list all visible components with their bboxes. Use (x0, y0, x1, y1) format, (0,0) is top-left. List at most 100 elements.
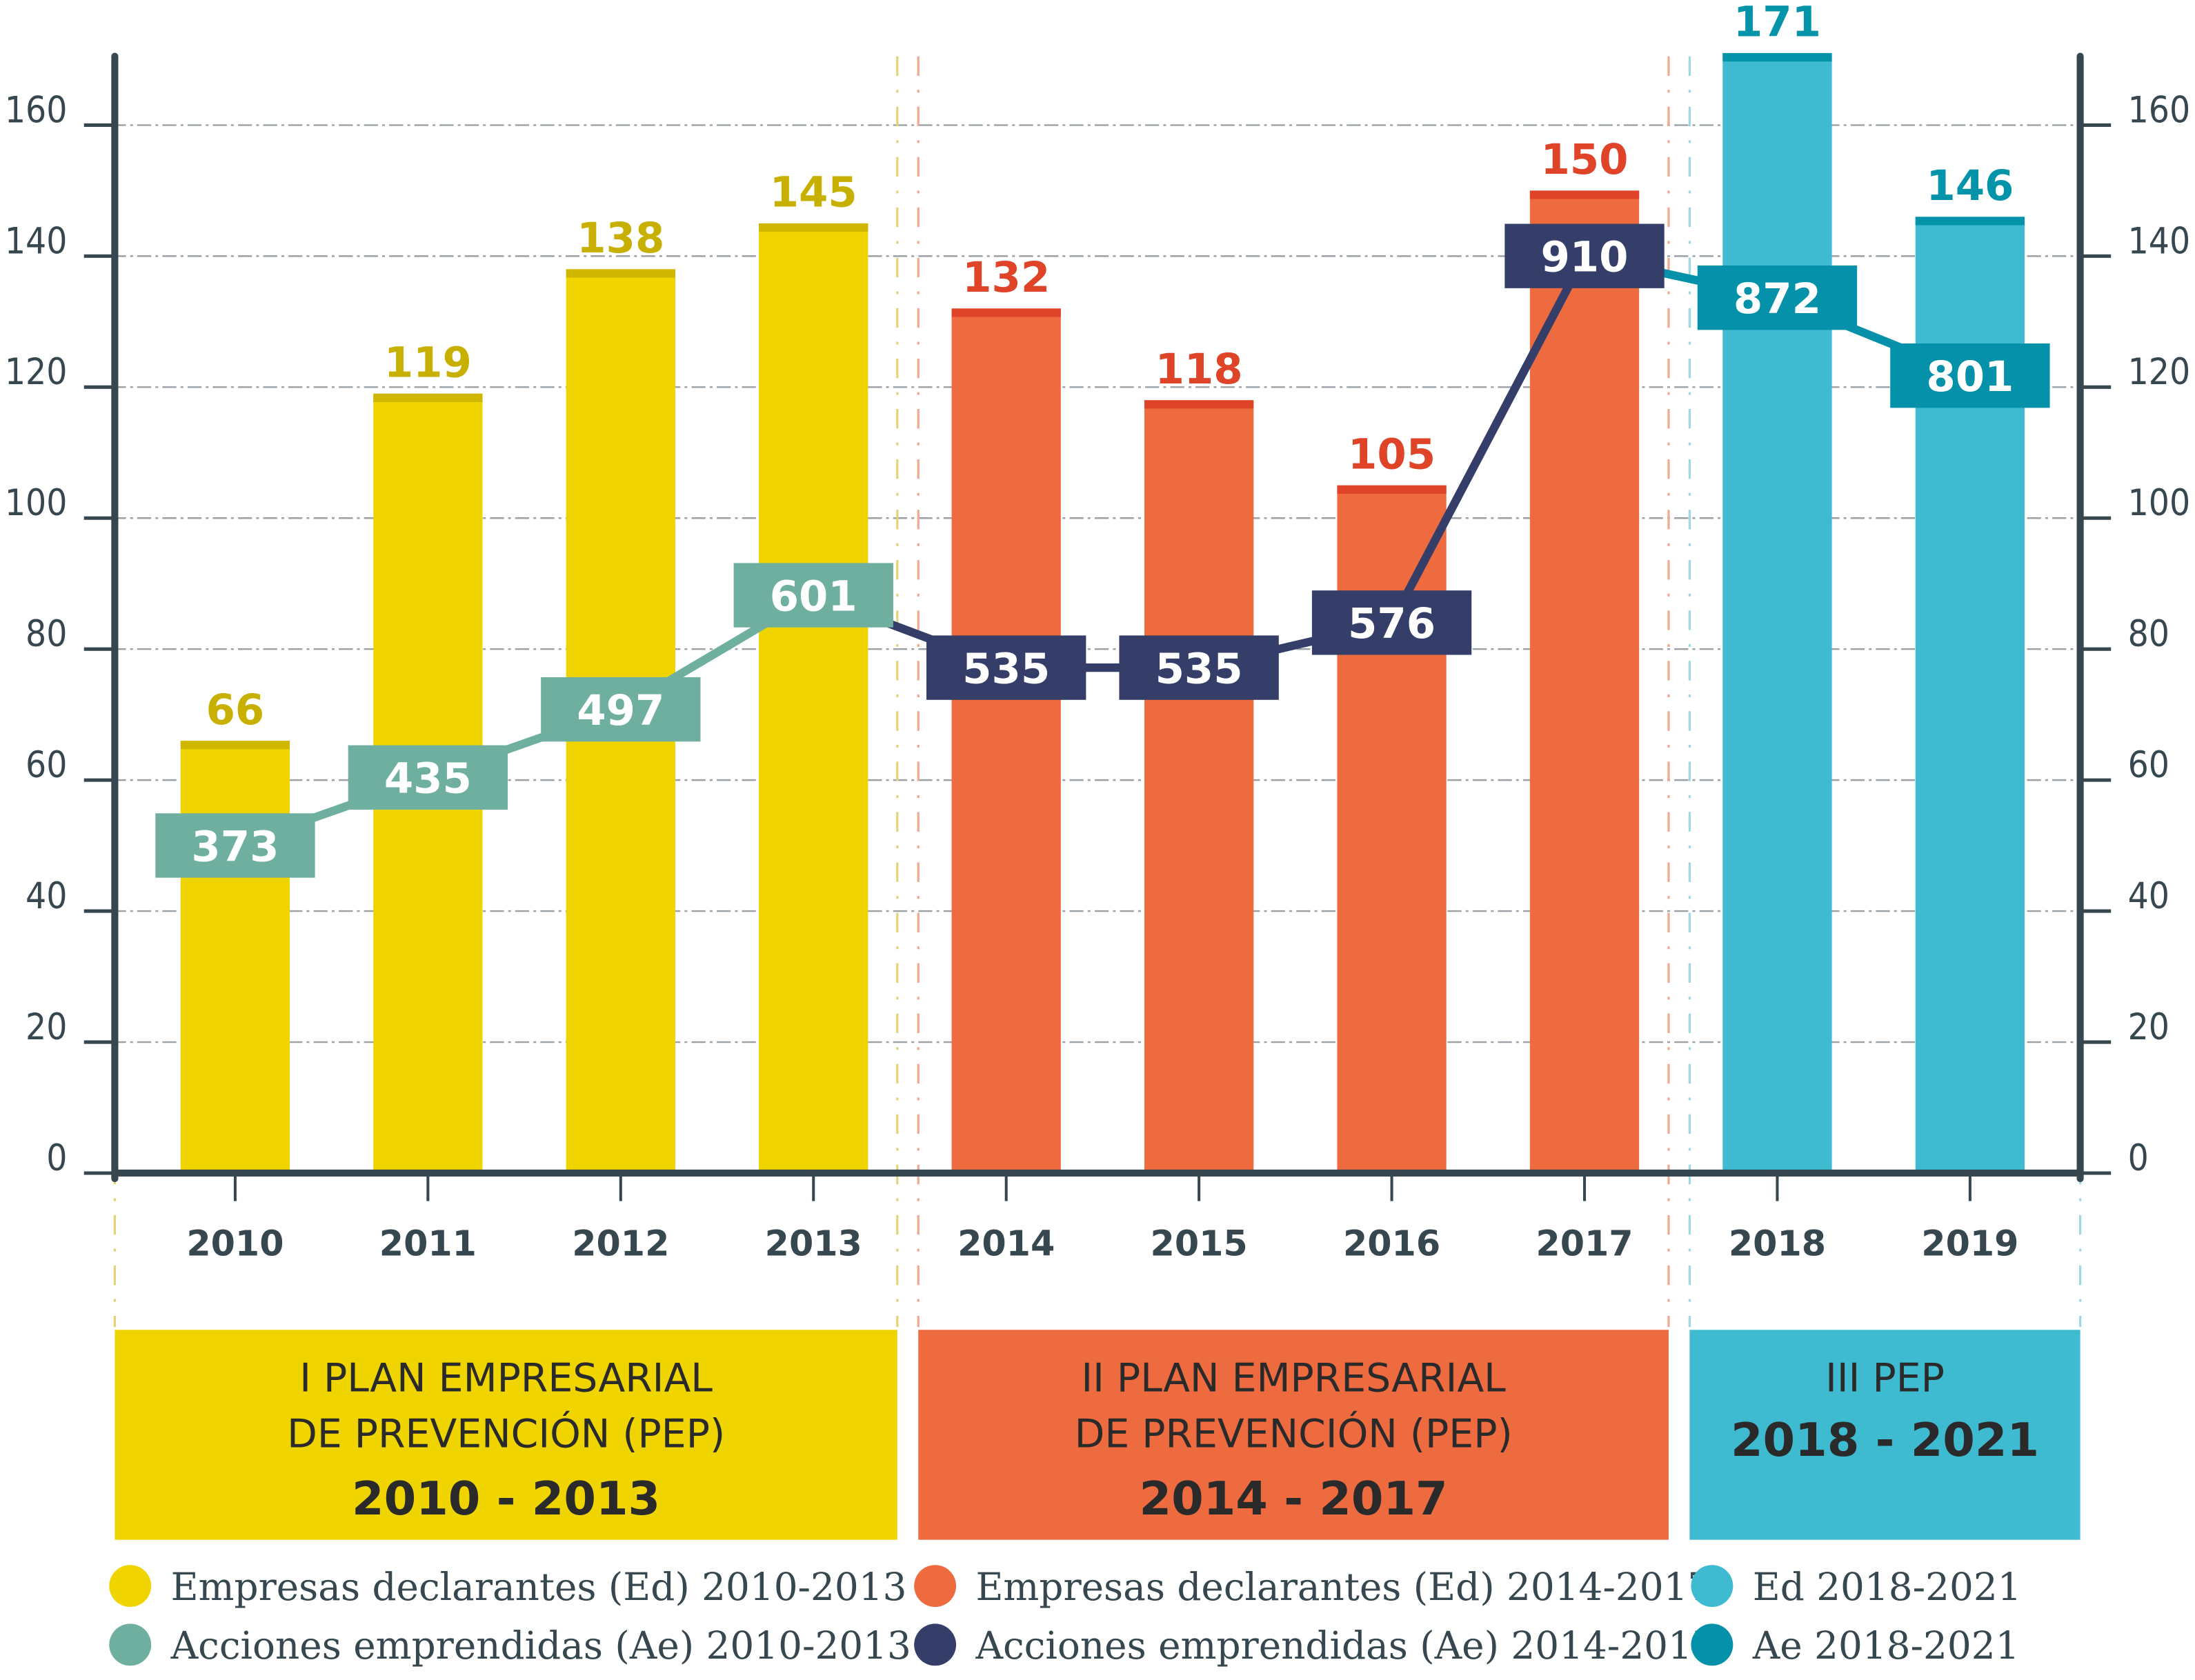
bar-2017 (1529, 190, 1640, 1173)
legend-swatch (109, 1565, 152, 1608)
bar-value-label: 171 (1734, 0, 1821, 47)
period-years: 2018 - 2021 (1731, 1413, 2039, 1467)
period-title: DE PREVENCIÓN (PEP) (287, 1410, 725, 1457)
x-tick-label: 2019 (1921, 1223, 2018, 1264)
y-tick-label-right: 100 (2128, 482, 2191, 524)
bar-2018 (1722, 52, 1832, 1173)
bar-cap-2017 (1529, 190, 1640, 199)
bar-value-label: 105 (1348, 430, 1436, 479)
line-point-box (541, 677, 701, 742)
bar-value-label: 66 (206, 686, 265, 734)
line-point-label: 801 (1926, 352, 2014, 401)
legend-swatch (1691, 1565, 1734, 1608)
bar-cap-2019 (1915, 217, 2025, 226)
y-tick-label-right: 60 (2128, 744, 2169, 786)
legend-label: Ae 2018-2021 (1752, 1623, 2020, 1668)
x-tick-label: 2013 (765, 1223, 862, 1264)
y-tick-label-left: 0 (46, 1137, 67, 1179)
line-point-box (1504, 223, 1665, 288)
bar-cap-2011 (373, 393, 483, 402)
bar-cap-2010 (180, 741, 290, 750)
line-point-label: 601 (770, 572, 857, 621)
period-title: DE PREVENCIÓN (PEP) (1075, 1410, 1513, 1457)
period-title: I PLAN EMPRESARIAL (299, 1356, 713, 1401)
y-tick-label-right: 140 (2128, 220, 2191, 262)
bar-cap-2016 (1337, 485, 1447, 494)
legend-label: Acciones emprendidas (Ae) 2010-2013 (170, 1623, 911, 1668)
x-tick-label: 2017 (1536, 1223, 1633, 1264)
y-tick-label-left: 80 (26, 613, 67, 655)
bar-cap-2012 (566, 269, 675, 278)
line-point-box (1890, 343, 2050, 408)
period-box (115, 1330, 897, 1540)
line-point-box (1697, 266, 1858, 330)
y-tick-label-left: 20 (26, 1006, 67, 1048)
line-point-box (1119, 635, 1279, 700)
line-point-label: 373 (191, 822, 279, 871)
y-tick-label-right: 20 (2128, 1006, 2169, 1048)
y-tick-label-left: 40 (26, 875, 67, 917)
y-tick-label-right: 40 (2128, 875, 2169, 917)
period-box (918, 1330, 1669, 1540)
x-tick-label: 2010 (186, 1223, 284, 1264)
lines: 373 435 497 601 535 535 576 910 872 801 (155, 223, 2050, 878)
period-years: 2010 - 2013 (352, 1472, 660, 1526)
line-point-box (926, 635, 1086, 700)
line-point-label: 910 (1540, 233, 1628, 282)
x-tick-label: 2011 (379, 1223, 477, 1264)
legend-swatch (914, 1623, 957, 1666)
y-tick-label-left: 140 (5, 220, 68, 262)
bar-cap-2014 (951, 308, 1061, 317)
y-tick-label-right: 80 (2128, 613, 2169, 655)
bar-2015 (1144, 400, 1254, 1173)
line-point-box (155, 813, 315, 878)
bar-value-label: 132 (962, 253, 1050, 302)
y-tick-label-right: 120 (2128, 351, 2191, 393)
bar-2010 (180, 741, 290, 1173)
bar-value-label: 145 (770, 168, 857, 217)
line-point-label: 872 (1734, 274, 1821, 323)
bar-2013 (759, 223, 868, 1173)
y-tick-label-left: 120 (5, 351, 68, 393)
bar-value-label: 138 (577, 214, 664, 263)
y-tick-label-left: 160 (5, 89, 68, 131)
bar-cap-2013 (759, 223, 868, 232)
line-point-box (733, 563, 893, 628)
bar-value-label: 150 (1540, 135, 1628, 184)
line-point-box (348, 745, 508, 810)
legend-label: Acciones emprendidas (Ae) 2014-2017 (975, 1623, 1716, 1668)
x-tick-label: 2018 (1729, 1223, 1826, 1264)
line-point-label: 435 (384, 754, 472, 803)
legend-swatch (1691, 1623, 1734, 1666)
line-point-box (1311, 590, 1472, 655)
bar-cap-2018 (1722, 52, 1832, 62)
period-years: 2014 - 2017 (1140, 1472, 1448, 1526)
y-tick-label-right: 0 (2128, 1137, 2149, 1179)
line-point-label: 535 (962, 644, 1050, 693)
line-point-label: 576 (1348, 599, 1436, 648)
y-tick-label-right: 160 (2128, 89, 2191, 131)
bar-value-label: 146 (1926, 161, 2014, 210)
legend-label: Empresas declarantes (Ed) 2010-2013 (171, 1565, 907, 1609)
period-boxes: I PLAN EMPRESARIAL DE PREVENCIÓN (PEP) 201… (115, 1330, 2080, 1540)
bar-2016 (1337, 485, 1447, 1173)
bar-value-label: 119 (384, 338, 472, 387)
legend-swatch (914, 1565, 957, 1608)
bar-value-label: 118 (1155, 345, 1243, 394)
bar-2014 (951, 308, 1061, 1173)
y-tick-label-left: 60 (26, 744, 67, 786)
line-point-label: 535 (1155, 644, 1243, 693)
legend: Empresas declarantes (Ed) 2010-2013 Empre… (109, 1565, 2022, 1668)
line-segment (1388, 254, 1589, 625)
x-tick-label: 2016 (1343, 1223, 1440, 1264)
period-title: III PEP (1825, 1356, 1945, 1401)
y-tick-label-left: 100 (5, 482, 68, 524)
bar-cap-2015 (1144, 400, 1254, 409)
period-box (1689, 1330, 2080, 1540)
axes: 0 0 20 20 40 40 60 60 80 80 100 100 120 120 140 140 160 1… (5, 52, 2191, 1264)
x-tick-label: 2015 (1151, 1223, 1248, 1264)
legend-swatch (109, 1623, 152, 1666)
line-point-label: 497 (577, 686, 664, 735)
x-tick-label: 2014 (957, 1223, 1055, 1264)
